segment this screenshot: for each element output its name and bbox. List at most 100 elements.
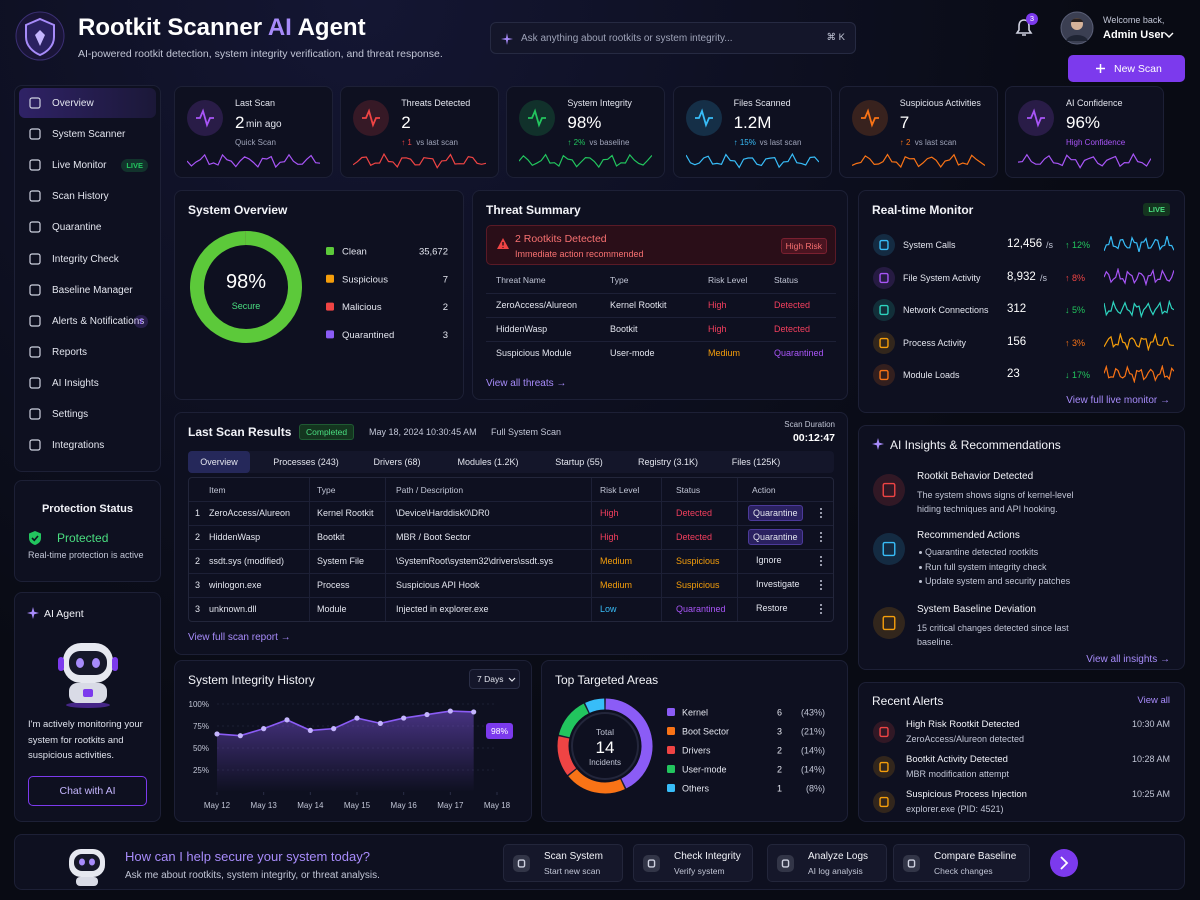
view-link[interactable]: View full scan report → [188, 632, 291, 643]
nav-icon [29, 346, 41, 358]
donut-segment [585, 698, 605, 713]
column-header: Type [610, 275, 629, 285]
nav-item[interactable]: Overview [19, 88, 156, 118]
row-number: 3 [195, 580, 201, 590]
nav-label: Scan History [52, 191, 109, 203]
nav-item[interactable]: Reports [19, 337, 156, 367]
donut-segment [568, 769, 625, 794]
quick-action[interactable]: Analyze Logs AI log analysis [767, 844, 887, 882]
cell: Kernel Rootkit [317, 508, 374, 518]
y-tick-label: 100% [189, 700, 209, 709]
tab[interactable]: Modules (1.2K) [457, 457, 519, 467]
action[interactable]: Investigate [756, 579, 800, 589]
x-tick-label: May 12 [204, 801, 231, 810]
point [307, 727, 313, 733]
more-menu [820, 604, 822, 614]
icon [777, 855, 794, 872]
icon-glyph [362, 108, 381, 128]
quick-action[interactable]: Check Integrity Verify system [633, 844, 753, 882]
more-menu [820, 508, 822, 518]
view-link[interactable]: View all insights → [1086, 654, 1170, 665]
stat-delta: ↑ 2% [567, 138, 586, 147]
bell-icon[interactable] [1012, 16, 1036, 40]
welcome-text: Welcome back, [1103, 15, 1165, 25]
robot-illustration [58, 643, 118, 708]
action[interactable]: Quarantine [748, 505, 803, 521]
point [401, 715, 407, 721]
quick-action[interactable]: Compare Baseline Check changes [893, 844, 1030, 882]
tab[interactable]: Overview [200, 457, 238, 467]
nav-item[interactable]: Baseline Manager [19, 275, 156, 305]
stat-value: 2 [235, 113, 245, 132]
nav-item[interactable]: AI Insights [19, 368, 156, 398]
legend-label: Others [682, 784, 710, 794]
recent-alerts-panel: Recent Alerts View all High Risk Rootkit… [858, 682, 1185, 822]
legend-label: Kernel [682, 708, 708, 718]
nav-icon [29, 97, 41, 109]
search-box[interactable]: Ask anything about rootkits or system in… [490, 22, 856, 54]
area [217, 711, 474, 792]
nav-item[interactable]: Settings [19, 399, 156, 429]
legend-percent: (8%) [806, 784, 825, 794]
subtitle: AI-powered rootkit detection, system int… [78, 48, 443, 60]
bullet-dot [919, 551, 922, 554]
icon [873, 299, 895, 321]
metric-label: File System Activity [903, 272, 981, 283]
dot [820, 512, 822, 514]
icon [873, 791, 895, 813]
icon-glyph [196, 108, 214, 128]
donut-center-value: 14 [596, 738, 615, 757]
tab[interactable]: Startup (55) [555, 457, 603, 467]
nav-item[interactable]: Integrations [19, 430, 156, 460]
tab[interactable]: Files (125K) [731, 457, 781, 467]
x-tick-label: May 15 [344, 801, 371, 810]
range-dropdown[interactable]: 7 Days [469, 669, 520, 689]
chat-button[interactable]: Chat with AI [28, 776, 147, 806]
x-tick-label: May 18 [484, 801, 511, 810]
avatar[interactable] [1060, 11, 1094, 45]
nav-item[interactable]: Alerts & Notifications 7 [19, 306, 156, 336]
more-menu [820, 580, 822, 590]
action[interactable]: Ignore [756, 555, 782, 565]
scan-type: Full System Scan [491, 427, 562, 437]
point [424, 711, 430, 718]
send-button[interactable] [1049, 848, 1079, 878]
action[interactable]: Quarantine [748, 529, 803, 545]
protection-note: Real-time protection is active [28, 550, 144, 560]
metric-delta: ↑ 8% [1065, 272, 1086, 283]
tab[interactable]: Processes (243) [273, 457, 339, 467]
caret [508, 677, 516, 682]
view-link[interactable]: View full live monitor → [1066, 395, 1170, 406]
nav-item[interactable]: Quarantine [19, 212, 156, 242]
tab[interactable]: Drivers (68) [373, 457, 421, 467]
panel-title: Last Scan Results [188, 425, 292, 439]
risk-badge: High Risk [780, 238, 827, 254]
action[interactable]: Restore [756, 603, 788, 613]
new-scan-button[interactable]: New Scan [1068, 55, 1185, 82]
metric-delta: ↑ 3% [1065, 337, 1086, 348]
user-name[interactable]: Admin User [1103, 29, 1165, 41]
cell: winlogon.exe [209, 580, 262, 590]
quick-action[interactable]: Scan System Start new scan [503, 844, 623, 882]
view-link[interactable]: View all threats → [486, 378, 567, 389]
action-title: Analyze Logs [808, 851, 869, 862]
donut-segment [558, 703, 589, 738]
action-text: Start new scan [544, 866, 601, 876]
current-badge [486, 723, 513, 739]
risk-cell: Medium [708, 348, 741, 358]
nav-item[interactable]: Scan History [19, 181, 156, 211]
nav-item[interactable]: Live Monitor LIVE [19, 150, 156, 180]
row-divider [189, 597, 833, 598]
row-number: 2 [195, 556, 201, 566]
view-all-link[interactable]: View all [1137, 695, 1170, 706]
action-text: Check changes [934, 866, 993, 876]
status-cell: Detected [774, 300, 811, 310]
nav-item[interactable]: System Scanner [19, 119, 156, 149]
alert-text: explorer.exe (PID: 4521) [906, 804, 1004, 814]
nav-item[interactable]: Integrity Check [19, 244, 156, 274]
insight-title: Rootkit Behavior Detected [917, 471, 1034, 482]
dot [820, 564, 822, 566]
stat-card: Last Scan 2 min ago Quick Scan [174, 86, 333, 178]
assistant-hint: Ask me about rootkits, system integrity,… [125, 870, 380, 881]
tab[interactable]: Registry (3.1K) [637, 457, 699, 467]
